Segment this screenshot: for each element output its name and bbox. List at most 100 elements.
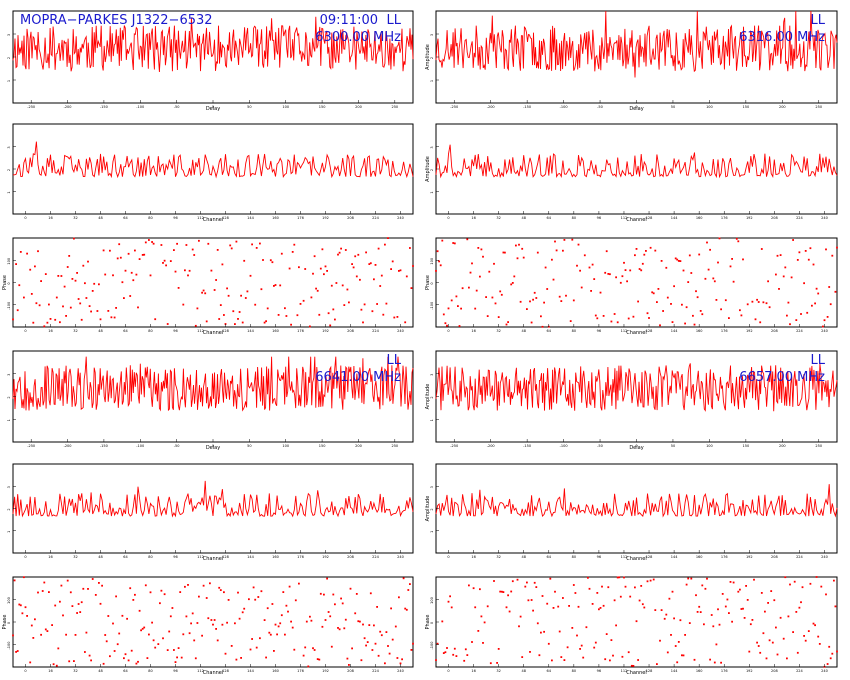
scatter-point <box>402 577 405 580</box>
scatter-point <box>154 318 157 321</box>
scatter-point <box>268 631 271 634</box>
y-tick-label: 1 <box>430 531 434 533</box>
scatter-point <box>123 657 125 660</box>
y-tick-label: 1 <box>430 80 434 82</box>
scatter-point <box>218 318 221 320</box>
polarization-label: LL <box>811 13 826 28</box>
x-tick-label: -250 <box>27 444 35 448</box>
scatter-point <box>288 585 291 588</box>
scatter-point <box>277 625 280 628</box>
scatter-point <box>77 298 80 300</box>
y-axis-label: Phase <box>425 615 431 630</box>
scatter-point <box>398 270 400 272</box>
x-tick-label: 32 <box>496 669 500 673</box>
x-tick-label: -250 <box>450 444 458 448</box>
scatter-point <box>715 643 718 646</box>
scatter-point <box>179 591 182 593</box>
scatter-point <box>654 249 657 252</box>
scatter-point <box>346 288 349 291</box>
scatter-point <box>148 239 150 241</box>
scatter-point <box>146 657 149 659</box>
scatter-point <box>280 614 283 617</box>
plot-frame <box>435 10 838 104</box>
panel-7-amplitude-vs-delay: -250 -200 -150 -100 -50 0 50 100 150 200 250 1 2 3 Del… <box>7 350 414 451</box>
scatter-point <box>497 316 500 318</box>
scatter-point <box>786 657 788 660</box>
scatter-point <box>466 654 469 656</box>
scatter-point <box>784 576 787 579</box>
scatter-point <box>349 587 352 590</box>
scatter-point <box>326 577 328 580</box>
x-tick-label: 16 <box>48 555 52 559</box>
y-tick-label: 2 <box>7 396 11 398</box>
scatter-point <box>316 289 319 292</box>
scatter-point <box>121 281 124 284</box>
scatter-point <box>210 269 213 272</box>
y-tick-label: 3 <box>7 374 11 376</box>
scatter-point <box>828 286 831 288</box>
scatter-point <box>834 290 837 293</box>
scatter-point <box>216 639 219 642</box>
scatter-point <box>280 252 283 255</box>
scatter-point <box>803 282 805 285</box>
scatter-point <box>102 249 105 252</box>
scatter-point <box>316 658 319 660</box>
frequency-label: 6641.00 MHz <box>315 370 401 385</box>
scatter-point <box>329 615 332 618</box>
plot-frame <box>435 123 838 215</box>
scatter-point <box>273 650 275 652</box>
x-tick-label: 128 <box>646 329 653 333</box>
x-tick-label: 224 <box>372 669 379 673</box>
scatter-point <box>26 615 28 617</box>
scatter-point <box>71 278 74 280</box>
x-tick-label: 200 <box>779 444 786 448</box>
scatter-point <box>73 237 75 240</box>
scatter-point <box>324 619 327 621</box>
scatter-point <box>521 247 524 250</box>
y-tick-label: 3 <box>430 146 434 148</box>
scatter-point <box>409 247 411 249</box>
polarization-label: LL <box>387 13 402 28</box>
scatter-point <box>453 242 456 245</box>
scatter-point <box>273 285 275 287</box>
scatter-point <box>149 274 152 277</box>
scatter-point <box>19 251 22 253</box>
scatter-point <box>232 310 235 313</box>
scatter-point <box>241 321 244 324</box>
x-tick-label: 250 <box>391 444 398 448</box>
x-tick-label: 192 <box>746 329 753 333</box>
x-tick-label: 48 <box>98 555 102 559</box>
scatter-point <box>85 297 88 299</box>
scatter-point <box>717 261 719 264</box>
scatter-point <box>190 622 192 625</box>
y-tick-label: 100 <box>7 597 11 604</box>
scatter-point <box>796 651 799 654</box>
y-tick-label: -100 <box>7 302 11 310</box>
x-tick-label: 16 <box>471 555 475 559</box>
scatter-point <box>610 320 613 323</box>
scatter-point <box>701 584 704 587</box>
scatter-point <box>71 605 74 607</box>
scatter-point <box>163 593 166 596</box>
scatter-point <box>355 593 358 595</box>
scatter-point <box>577 243 580 246</box>
scatter-point <box>124 269 127 272</box>
x-tick-label: 50 <box>671 105 675 109</box>
scatter-point <box>29 268 32 271</box>
scatter-point <box>330 645 333 648</box>
x-tick-label: 64 <box>547 669 552 673</box>
scatter-point <box>643 253 646 256</box>
scatter-point <box>447 307 450 310</box>
scatter-point <box>698 605 701 608</box>
y-axis-label: Amplitude <box>425 44 431 70</box>
scatter-point <box>519 615 522 618</box>
scatter-point <box>822 325 824 328</box>
scatter-point <box>288 267 291 270</box>
scatter-point <box>482 255 484 258</box>
scatter-point <box>516 578 519 581</box>
scatter-point <box>656 663 658 665</box>
scatter-point <box>207 617 210 620</box>
scatter-point <box>685 583 688 586</box>
panel-3-amplitude-vs-channel: 0 16 32 48 64 80 96 112 128 144 160 176 192 208 224 240… <box>7 123 414 223</box>
scatter-point <box>319 592 322 595</box>
